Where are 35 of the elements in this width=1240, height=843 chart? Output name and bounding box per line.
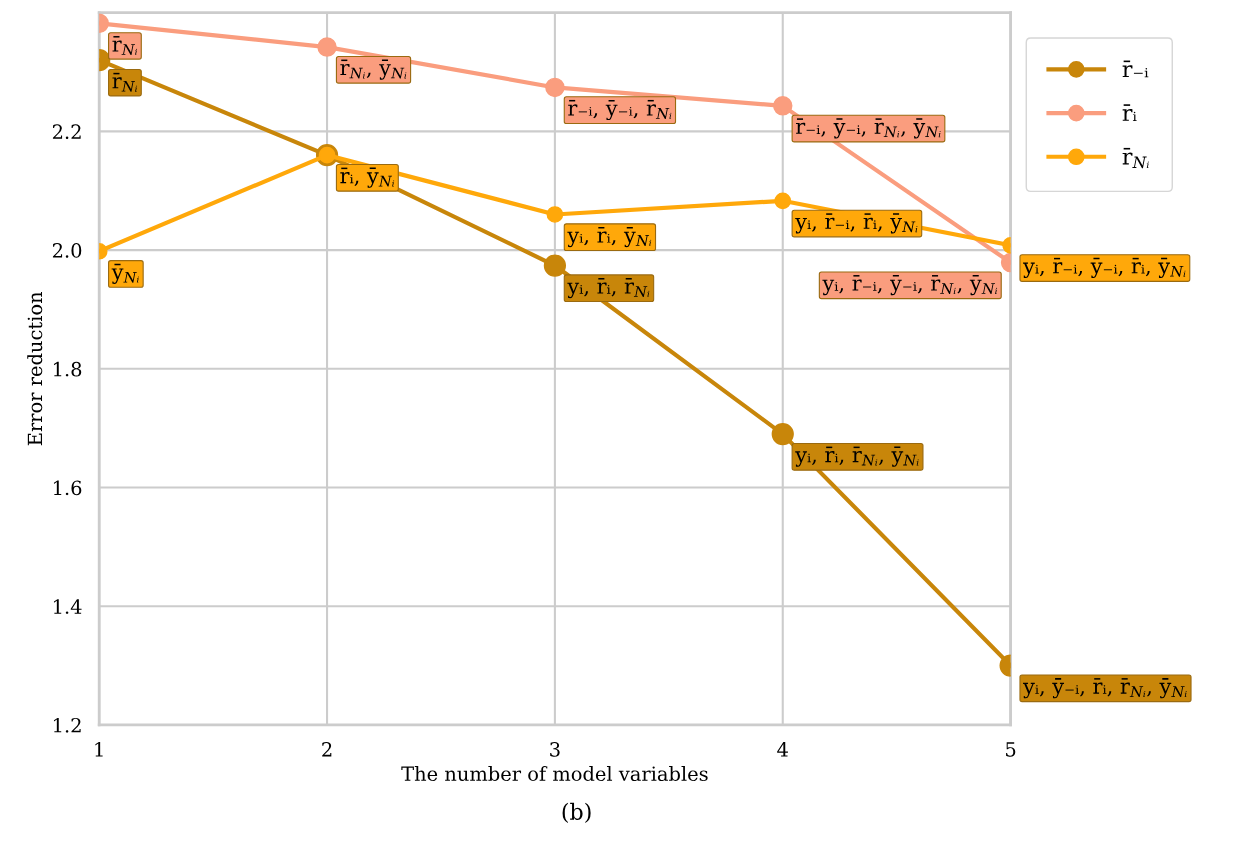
annotation: ȳ$_{Nᵢ}$ — [111, 263, 139, 284]
y-tick-label: 1.4 — [53, 599, 82, 614]
y-axis-title: Error reduction — [27, 291, 43, 446]
point — [546, 206, 564, 223]
annotation: yᵢ, r̄₋ᵢ, ȳ₋ᵢ, r̄ᵢ, ȳ$_{Nᵢ}$ — [1023, 257, 1186, 278]
legend-label: r̄$_{Nᵢ}$ — [1122, 147, 1149, 169]
x-tick-label: 5 — [1006, 742, 1016, 757]
annotation: r̄ᵢ, ȳ$_{Nᵢ}$ — [340, 167, 395, 188]
x-tick-label: 2 — [322, 741, 332, 757]
x-tick-label: 4 — [777, 741, 788, 757]
annotation: r̄₋ᵢ, ȳ₋ᵢ, r̄$_{Nᵢ}$, ȳ$_{Nᵢ}$ — [796, 118, 941, 139]
annotation: yᵢ, r̄₋ᵢ, r̄ᵢ, ȳ$_{Nᵢ}$ — [795, 213, 918, 234]
x-tick-label: 1 — [95, 741, 103, 757]
y-tick-label: 1.6 — [53, 480, 82, 496]
point — [771, 422, 794, 446]
x-tick-label: 3 — [550, 741, 560, 757]
point — [543, 254, 567, 277]
annotation: r̄₋ᵢ, ȳ₋ᵢ, r̄$_{Nᵢ}$ — [568, 99, 672, 121]
annotation: yᵢ, r̄ᵢ, ȳ$_{Nᵢ}$ — [567, 226, 652, 248]
annotation: yᵢ, ȳ₋ᵢ, r̄ᵢ, r̄$_{Nᵢ}$, ȳ$_{Nᵢ}$ — [1023, 678, 1187, 699]
annotation: r̄$_{Nᵢ}$ — [112, 72, 138, 92]
annotation: r̄$_{Nᵢ}$, ȳ$_{Nᵢ}$ — [340, 59, 407, 80]
annotation: yᵢ, r̄₋ᵢ, ȳ₋ᵢ, r̄$_{Nᵢ}$, ȳ$_{Nᵢ}$ — [822, 275, 998, 296]
x-axis-title: The number of model variables — [401, 766, 708, 782]
legend-label: r̄ᵢ — [1122, 104, 1137, 121]
text: (b) — [562, 802, 591, 824]
y-tick-label: 2.0 — [52, 243, 82, 258]
y-tick-label: 1.8 — [53, 361, 82, 377]
y-tick-label: 2.2 — [52, 124, 81, 140]
point — [545, 77, 565, 98]
annotation: yᵢ, r̄ᵢ, r̄$_{Nᵢ}$ — [567, 278, 650, 299]
annotation: yᵢ, r̄ᵢ, r̄$_{Nᵢ}$, ȳ$_{Nᵢ}$ — [795, 446, 919, 467]
annotation: r̄$_{Nᵢ}$ — [112, 36, 138, 56]
legend-label: r̄₋ᵢ — [1122, 60, 1149, 78]
y-tick-label: 1.2 — [53, 717, 81, 733]
